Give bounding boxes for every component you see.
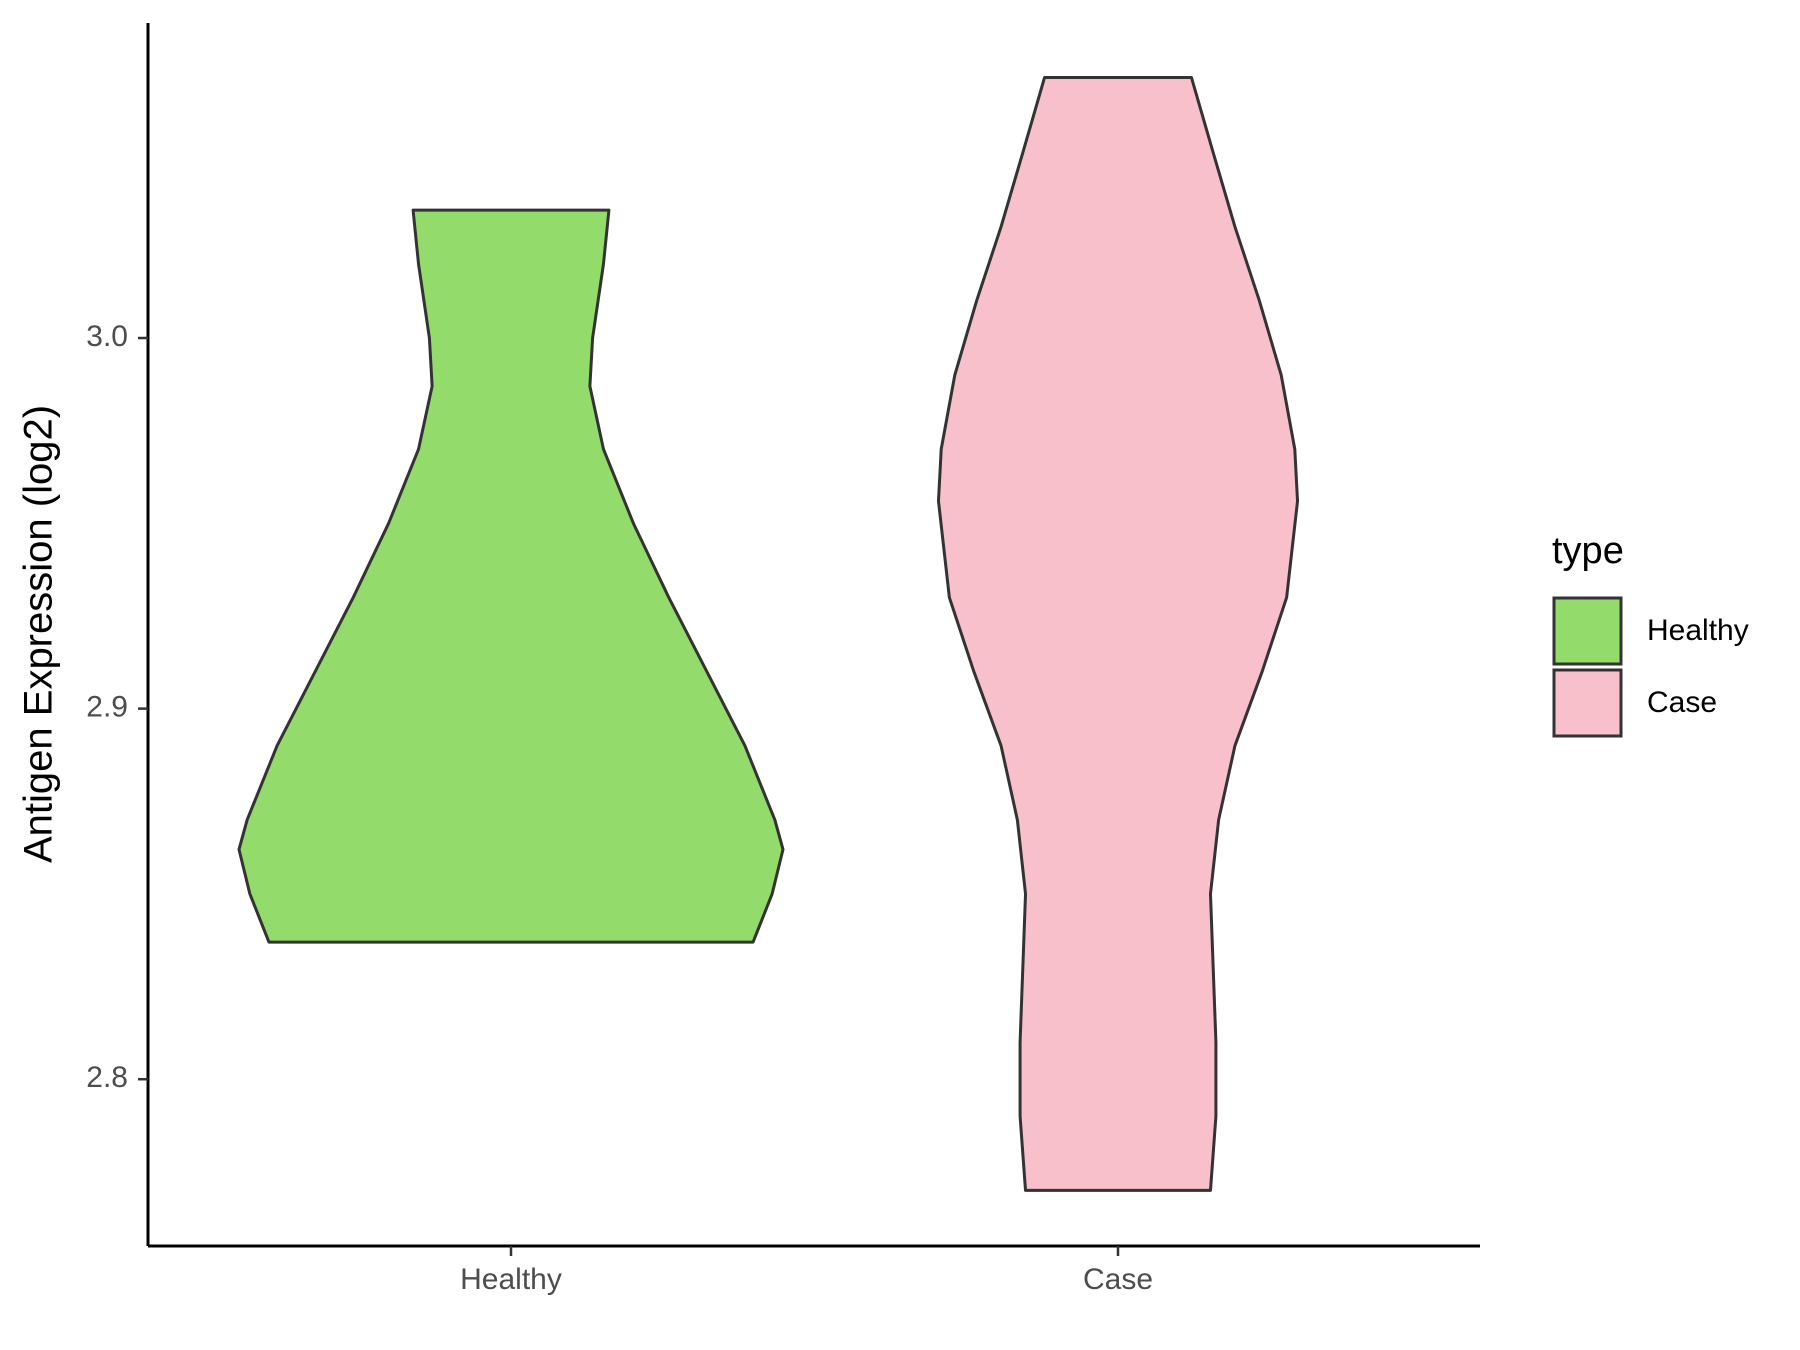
legend-label: Case: [1647, 686, 1717, 719]
x-tick-label: Case: [1083, 1263, 1153, 1296]
y-axis-title: Antigen Expression (log2): [17, 405, 61, 863]
violin-left: [237, 208, 511, 944]
violin-left: [936, 75, 1118, 1192]
legend-key: [1552, 668, 1623, 738]
legend-key: [1552, 596, 1623, 666]
y-tick-label: 3.0: [86, 320, 128, 353]
legend-label: Healthy: [1647, 614, 1749, 647]
legend-title: type: [1552, 530, 1624, 572]
violin-right: [1118, 75, 1300, 1192]
violin-right: [511, 208, 785, 944]
y-tick-label: 2.8: [86, 1061, 128, 1094]
y-tick-label: 2.9: [86, 691, 128, 724]
x-tick-label: Healthy: [460, 1263, 562, 1296]
